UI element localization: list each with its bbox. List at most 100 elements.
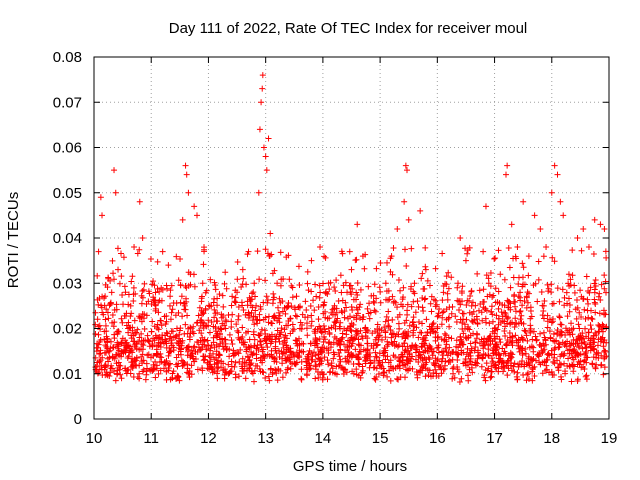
data-point <box>94 316 101 323</box>
data-point <box>475 307 482 314</box>
data-point <box>573 315 580 322</box>
data-point <box>417 367 424 374</box>
data-point <box>99 354 106 361</box>
data-point <box>353 304 360 311</box>
data-point <box>295 263 302 270</box>
data-point <box>145 351 152 358</box>
data-point <box>185 348 192 355</box>
data-point <box>297 325 303 332</box>
data-point <box>108 362 115 369</box>
data-point <box>495 288 502 295</box>
data-point <box>540 302 547 309</box>
data-point <box>185 370 192 377</box>
data-point <box>147 256 154 263</box>
data-point <box>481 374 488 381</box>
data-point <box>191 283 198 290</box>
data-point <box>110 276 117 283</box>
data-point <box>270 290 277 297</box>
data-point <box>501 309 508 316</box>
data-point <box>217 336 224 343</box>
data-point <box>515 342 522 349</box>
data-point <box>348 320 355 327</box>
data-point <box>340 371 347 378</box>
data-point <box>254 248 261 255</box>
x-tick-label: 12 <box>200 430 217 447</box>
data-point <box>258 99 265 106</box>
data-point <box>510 274 517 281</box>
data-point <box>284 354 291 361</box>
data-point <box>417 329 424 336</box>
data-point <box>402 246 409 253</box>
data-point <box>191 203 198 210</box>
data-point <box>276 312 283 319</box>
data-point <box>488 303 495 310</box>
data-point <box>544 324 551 331</box>
data-point <box>524 337 531 344</box>
data-point <box>159 248 166 255</box>
data-point <box>595 354 602 361</box>
data-point <box>311 349 318 356</box>
data-point <box>502 332 509 339</box>
data-point <box>216 331 223 338</box>
data-point <box>454 280 461 287</box>
data-point <box>521 281 528 288</box>
data-point <box>107 369 114 376</box>
data-point <box>251 321 258 328</box>
data-point <box>197 337 204 344</box>
data-point <box>495 305 502 312</box>
data-point <box>199 280 206 287</box>
data-point <box>129 349 136 356</box>
data-point <box>557 332 564 339</box>
data-point <box>359 369 366 376</box>
data-point <box>434 325 441 332</box>
data-point <box>372 349 379 356</box>
data-point <box>353 296 360 303</box>
data-point <box>344 342 351 349</box>
data-point <box>474 321 481 328</box>
data-point <box>324 357 331 364</box>
data-point <box>167 287 174 294</box>
data-point <box>234 259 241 266</box>
data-point <box>312 375 319 382</box>
data-point <box>465 377 472 384</box>
data-point <box>409 353 416 360</box>
data-point <box>558 376 565 383</box>
data-point <box>440 352 447 359</box>
data-point <box>558 361 565 368</box>
data-point <box>553 337 560 344</box>
data-point <box>533 336 540 343</box>
data-point <box>176 345 183 352</box>
data-point <box>481 298 488 305</box>
data-point <box>236 358 243 365</box>
data-point <box>592 329 599 336</box>
data-point <box>485 280 492 287</box>
data-point <box>583 273 590 280</box>
data-point <box>551 346 558 353</box>
data-point <box>198 317 205 324</box>
data-point <box>578 313 585 320</box>
data-point <box>305 287 312 294</box>
data-point <box>480 248 487 255</box>
data-point <box>487 374 494 381</box>
data-point <box>172 312 179 319</box>
data-point <box>520 264 527 271</box>
data-point <box>349 285 356 292</box>
data-point <box>550 330 557 337</box>
data-point <box>452 349 459 356</box>
data-point <box>187 325 194 332</box>
data-point <box>394 304 401 311</box>
data-point <box>502 350 509 357</box>
data-point <box>125 329 132 336</box>
data-point <box>169 375 176 382</box>
data-point <box>208 318 215 325</box>
data-point <box>102 361 109 368</box>
data-point <box>479 355 486 362</box>
data-point <box>198 295 205 302</box>
data-point <box>321 253 328 260</box>
data-point <box>359 316 366 323</box>
data-point <box>525 272 532 279</box>
data-point <box>485 346 492 353</box>
data-point <box>118 315 125 322</box>
data-point <box>184 369 191 376</box>
data-point <box>242 375 249 382</box>
